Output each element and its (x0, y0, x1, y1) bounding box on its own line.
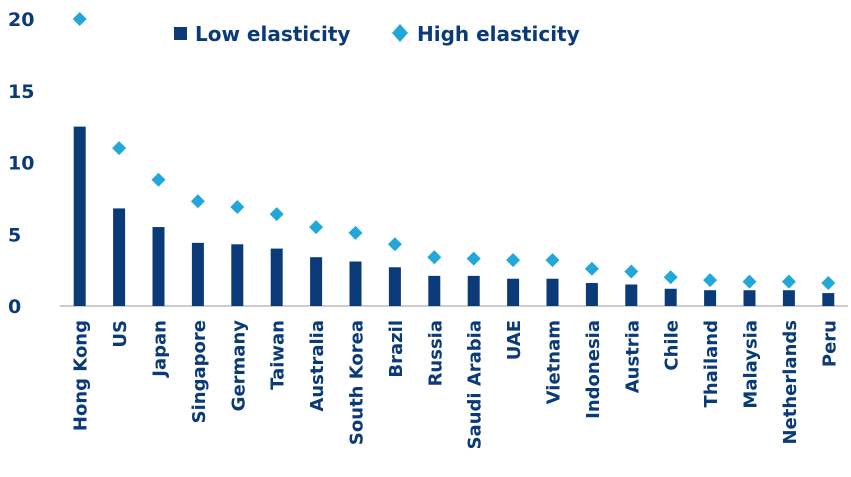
marker-high-elasticity (703, 273, 718, 288)
x-tick-label: Australia (307, 320, 328, 412)
x-tick-label: Taiwan (268, 320, 289, 390)
y-tick-label: 10 (8, 153, 34, 175)
marker-high-elasticity (72, 12, 87, 26)
y-tick-label: 0 (8, 296, 21, 318)
legend-high-label: High elasticity (417, 22, 580, 46)
bar-low-elasticity (349, 261, 362, 306)
legend-low-label: Low elasticity (195, 22, 350, 46)
y-tick-label: 15 (8, 81, 34, 103)
marker-high-elasticity (584, 261, 599, 276)
y-tick-label: 20 (8, 9, 34, 31)
marker-high-elasticity (387, 237, 402, 252)
x-tick-label: Brazil (386, 320, 407, 378)
x-tick-label: Indonesia (583, 320, 604, 419)
x-tick-label: Singapore (189, 320, 210, 423)
bar-low-elasticity (73, 126, 86, 306)
x-tick-label: Chile (662, 320, 683, 371)
low-elasticity-bars (73, 126, 835, 306)
x-tick-label: US (110, 320, 131, 348)
bar-low-elasticity (822, 293, 835, 306)
bar-low-elasticity (191, 242, 204, 306)
marker-high-elasticity (663, 270, 678, 285)
marker-high-elasticity (545, 253, 560, 268)
bar-low-elasticity (428, 275, 441, 306)
x-tick-label: Malaysia (741, 320, 762, 409)
marker-high-elasticity (506, 253, 521, 268)
bar-low-elasticity (152, 227, 165, 306)
bar-low-elasticity (585, 283, 598, 306)
legend-low-swatch (174, 27, 187, 40)
marker-high-elasticity (427, 250, 442, 265)
marker-high-elasticity (821, 276, 836, 291)
marker-high-elasticity (112, 141, 127, 156)
marker-high-elasticity (742, 274, 757, 289)
x-tick-label: Austria (622, 320, 643, 393)
x-tick-label: Thailand (701, 320, 722, 407)
x-tick-label: Russia (425, 320, 446, 386)
marker-high-elasticity (151, 172, 166, 187)
x-tick-label: Netherlands (780, 320, 801, 445)
bar-low-elasticity (782, 290, 795, 306)
x-tick-label: Japan (150, 320, 171, 379)
bar-low-elasticity (231, 244, 244, 306)
marker-high-elasticity (190, 194, 205, 209)
x-tick-label: South Korea (347, 320, 368, 445)
marker-high-elasticity (781, 274, 796, 289)
marker-high-elasticity (269, 207, 284, 222)
legend-high-swatch (392, 24, 408, 42)
marker-high-elasticity (309, 220, 324, 235)
bar-low-elasticity (743, 290, 756, 306)
x-tick-label: Peru (819, 320, 840, 367)
bar-low-elasticity (664, 288, 677, 306)
bar-low-elasticity (625, 284, 638, 306)
x-tick-label: Hong Kong (71, 320, 92, 431)
bar-low-elasticity (704, 290, 717, 306)
marker-high-elasticity (348, 225, 363, 240)
x-axis-labels: Hong Kong US Japan Singapore Germany Taiwan Au… (71, 320, 841, 450)
high-elasticity-markers (72, 12, 836, 291)
x-tick-label: Germany (228, 320, 249, 412)
marker-high-elasticity (230, 199, 245, 214)
bar-low-elasticity (310, 257, 323, 306)
bar-low-elasticity (113, 208, 126, 306)
x-tick-label: Saudi Arabia (465, 320, 486, 449)
legend: Low elasticity High elasticity (174, 22, 580, 46)
y-axis-ticks: 0 5 10 15 20 (8, 9, 34, 318)
x-tick-label: Vietnam (544, 320, 565, 404)
y-tick-label: 5 (8, 224, 21, 246)
marker-high-elasticity (624, 264, 639, 279)
x-tick-label: UAE (504, 320, 525, 360)
bar-low-elasticity (467, 275, 480, 306)
bar-low-elasticity (507, 278, 520, 306)
marker-high-elasticity (466, 251, 481, 266)
bar-low-elasticity (388, 267, 401, 306)
bar-low-elasticity (270, 248, 283, 306)
bar-low-elasticity (546, 278, 559, 306)
